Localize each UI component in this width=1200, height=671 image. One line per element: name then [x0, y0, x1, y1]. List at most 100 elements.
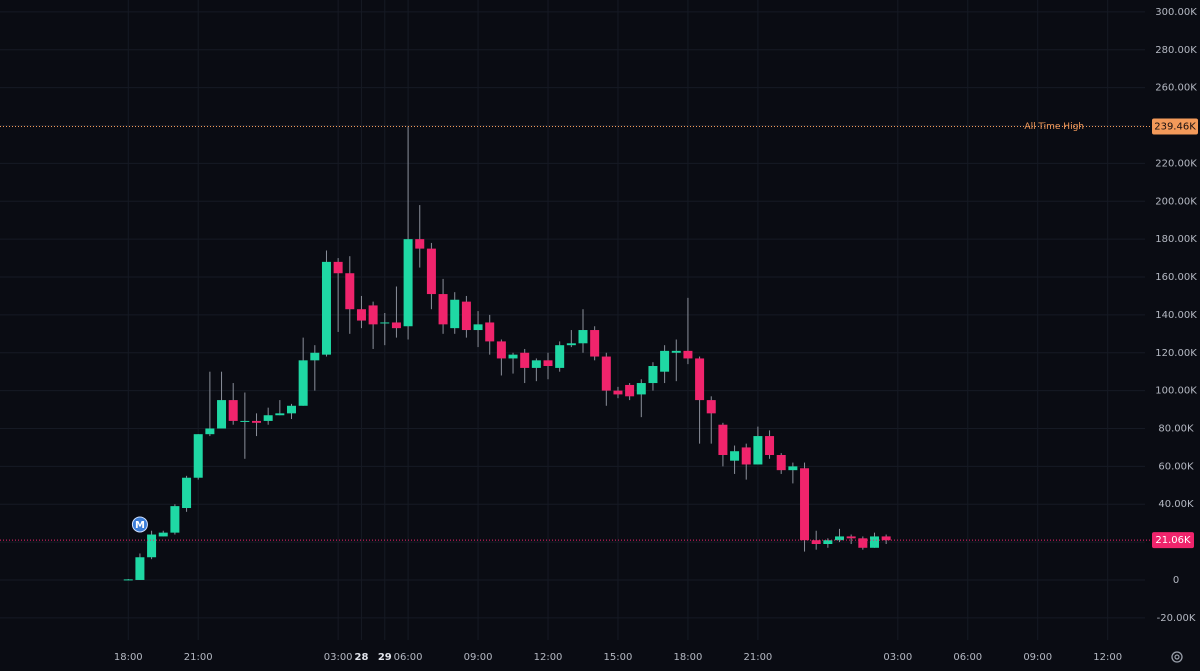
candle-body [520, 352, 530, 368]
x-tick-label: 21:00 [743, 652, 772, 663]
y-tick-label: 300.00K [1155, 7, 1197, 18]
candles [123, 126, 891, 581]
x-tick-label: 12:00 [534, 652, 563, 663]
candle-body [252, 420, 262, 423]
y-tick-label: 160.00K [1155, 272, 1197, 283]
x-tick-label: 29 [378, 652, 392, 663]
ath-label-box [1152, 118, 1198, 135]
x-tick-label: 03:00 [324, 652, 353, 663]
x-tick-label: 03:00 [883, 652, 912, 663]
candle-body [625, 384, 635, 397]
candle-body [380, 322, 390, 324]
candle-body [753, 436, 763, 465]
y-tick-label: 120.00K [1155, 348, 1197, 359]
y-tick-label: 80.00K [1158, 423, 1194, 434]
x-tick-label: 18:00 [114, 652, 143, 663]
ath-text: All Time High [1024, 122, 1084, 132]
x-tick-label: 28 [354, 652, 368, 663]
x-tick-label: 12:00 [1093, 652, 1122, 663]
settings-icon[interactable] [1171, 651, 1183, 663]
candle-body [858, 538, 868, 548]
y-tick-label: 0 [1173, 575, 1179, 586]
candle-body [205, 428, 215, 435]
candle-body [485, 322, 495, 342]
candle-body [286, 405, 296, 414]
y-tick-label: -20.00K [1157, 613, 1196, 624]
last-price-box [1152, 532, 1194, 549]
candle-body [578, 330, 588, 344]
x-tick-label: 06:00 [394, 652, 423, 663]
gear-ring [1171, 651, 1183, 663]
candle-body [496, 341, 506, 359]
candle-body [321, 261, 331, 355]
candle-body [438, 294, 448, 325]
candle-body [461, 301, 471, 331]
candle-body [543, 360, 553, 367]
candle-body [765, 436, 775, 456]
y-tick-label: 280.00K [1155, 45, 1197, 56]
x-tick-label: 15:00 [604, 652, 633, 663]
candle-body [555, 345, 565, 368]
candle-body [415, 239, 425, 249]
y-tick-label: 60.00K [1158, 461, 1194, 472]
candle-body [158, 532, 168, 537]
candle-body [566, 343, 576, 346]
candle-body [426, 248, 436, 295]
candle-body [147, 534, 157, 558]
marker [131, 516, 148, 533]
x-tick-label: 06:00 [953, 652, 982, 663]
candle-body [531, 360, 541, 368]
y-tick-label: 180.00K [1155, 234, 1197, 245]
candle-body [590, 330, 600, 357]
candle-body [333, 261, 343, 274]
x-tick-label: 09:00 [464, 652, 493, 663]
ath-label: 239.46K [1154, 122, 1196, 133]
x-tick-label: 09:00 [1023, 652, 1052, 663]
candle-body [473, 324, 483, 331]
candle-body [193, 434, 203, 478]
y-tick-label: 220.00K [1155, 158, 1197, 169]
y-tick-label: 200.00K [1155, 196, 1197, 207]
candle-body [718, 424, 728, 456]
candle-body [182, 477, 192, 509]
candle-body [601, 356, 611, 391]
candle-body [391, 322, 401, 329]
candle-body [508, 354, 518, 359]
candle-body [450, 299, 460, 329]
candle-body [881, 536, 891, 541]
x-tick-label: 18:00 [674, 652, 703, 663]
candle-body [636, 383, 646, 395]
candle-body [706, 400, 716, 414]
last-price-label: 21.06K [1155, 535, 1191, 546]
y-tick-label: 140.00K [1155, 310, 1197, 321]
candle-body [695, 358, 705, 401]
y-tick-label: 260.00K [1155, 83, 1197, 94]
candle-body [660, 350, 670, 372]
candle-body [788, 466, 798, 471]
candle-body [613, 390, 623, 395]
candle-body [776, 455, 786, 471]
candle-body [811, 540, 821, 544]
candle-body [846, 536, 856, 539]
candle-body [228, 400, 238, 421]
overlays: All Time High 239.46K 21.06K M [0, 118, 1198, 549]
candle-body [135, 557, 145, 580]
candle-body [403, 239, 413, 327]
candle-body [823, 540, 833, 544]
candle-body [275, 413, 285, 416]
candle-body [671, 350, 681, 353]
candle-body [730, 451, 740, 461]
candle-body [123, 579, 133, 581]
candle-body [835, 536, 845, 541]
candle-body [345, 273, 355, 310]
candle-body [240, 420, 250, 422]
candle-body [869, 536, 879, 548]
candle-body [648, 366, 658, 384]
candle-body [741, 447, 751, 465]
candle-body [263, 415, 273, 421]
candle-body [298, 360, 308, 406]
candle-body [368, 305, 378, 325]
